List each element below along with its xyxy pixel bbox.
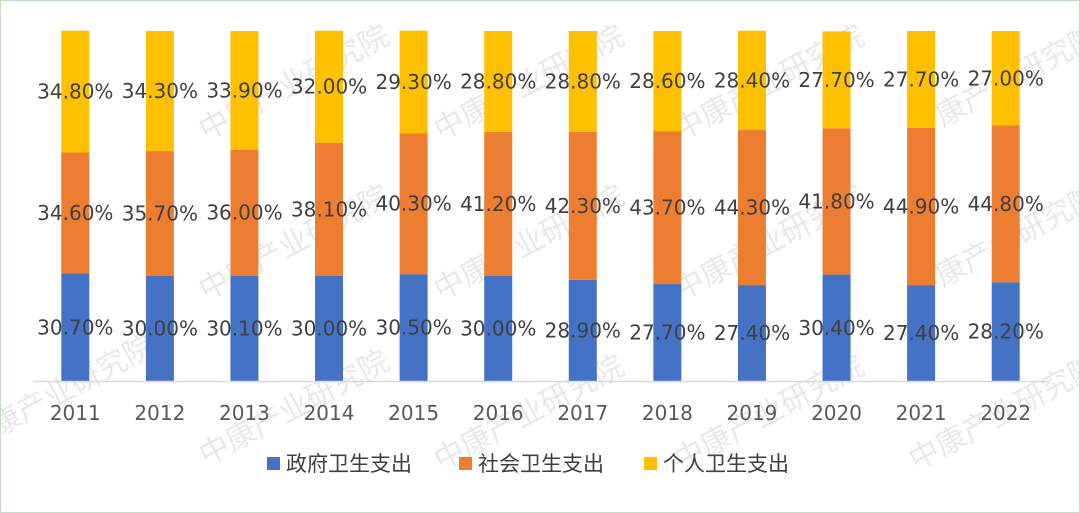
bar-segment bbox=[484, 31, 513, 132]
x-tick-label: 2018 bbox=[642, 401, 693, 425]
x-tick-label: 2013 bbox=[219, 401, 270, 425]
data-label: 41.80% bbox=[798, 189, 874, 213]
bar-segment bbox=[737, 285, 766, 381]
data-label: 30.00% bbox=[291, 317, 367, 341]
x-tick-label: 2022 bbox=[980, 401, 1031, 425]
data-label: 44.90% bbox=[883, 195, 959, 219]
bar-segment bbox=[315, 30, 344, 143]
bar-segment bbox=[145, 151, 174, 276]
x-tick-label: 2021 bbox=[896, 401, 947, 425]
bar-segment bbox=[399, 133, 428, 275]
data-label: 34.30% bbox=[122, 79, 198, 103]
x-tick-label: 2017 bbox=[557, 401, 608, 425]
data-label: 40.30% bbox=[375, 192, 451, 216]
x-tick-label: 2019 bbox=[727, 401, 778, 425]
bar-segment bbox=[991, 31, 1020, 126]
data-label: 34.60% bbox=[37, 201, 113, 225]
bar-segment bbox=[822, 31, 851, 129]
data-label: 28.90% bbox=[545, 318, 621, 342]
bars-layer bbox=[61, 30, 1020, 381]
bar-segment bbox=[653, 131, 682, 285]
bar-segment bbox=[315, 142, 344, 276]
legend-label: 个人卫生支出 bbox=[663, 452, 789, 476]
data-label: 28.60% bbox=[629, 69, 705, 93]
bar-segment bbox=[145, 276, 174, 381]
x-tick-labels: 2011 2012 2013 2014 2015 2016 2017 2018 2019 2020… bbox=[50, 401, 1031, 425]
data-label: 27.70% bbox=[629, 321, 705, 345]
data-label: 38.10% bbox=[291, 197, 367, 221]
legend-item: 社会卫生支出 bbox=[459, 452, 604, 476]
bar-segment bbox=[991, 282, 1020, 381]
legend-item: 个人卫生支出 bbox=[644, 452, 789, 476]
data-label: 30.00% bbox=[460, 317, 536, 341]
data-labels-layer: 30.70% 34.60% 34.80% 30.00% 35.70% 34.30% 30.1… bbox=[37, 66, 1044, 345]
data-label: 34.80% bbox=[37, 80, 113, 104]
bar-segment bbox=[907, 31, 936, 128]
bar-segment bbox=[484, 276, 513, 381]
data-label: 41.20% bbox=[460, 192, 536, 216]
bar-segment bbox=[907, 127, 936, 286]
data-label: 28.20% bbox=[968, 320, 1044, 344]
data-label: 30.70% bbox=[37, 315, 113, 339]
bar-segment bbox=[61, 273, 90, 381]
bar-segment bbox=[568, 31, 597, 132]
legend: 政府卫生支出 社会卫生支出 个人卫生支出 bbox=[267, 452, 789, 476]
legend-label: 社会卫生支出 bbox=[478, 452, 604, 476]
data-label: 27.40% bbox=[883, 321, 959, 345]
data-label: 30.40% bbox=[798, 316, 874, 340]
data-label: 36.00% bbox=[206, 201, 282, 225]
bar-segment bbox=[653, 31, 682, 132]
x-tick-label: 2016 bbox=[473, 401, 524, 425]
bar-segment bbox=[315, 276, 344, 381]
bar-segment bbox=[230, 31, 259, 150]
bar-segment bbox=[484, 131, 513, 276]
data-label: 29.30% bbox=[375, 70, 451, 94]
data-label: 28.80% bbox=[460, 69, 536, 93]
legend-swatch bbox=[644, 457, 657, 470]
data-label: 42.30% bbox=[545, 194, 621, 218]
bar-segment bbox=[907, 285, 936, 381]
data-label: 27.00% bbox=[968, 66, 1044, 90]
legend-item: 政府卫生支出 bbox=[267, 452, 412, 476]
bar-segment bbox=[61, 30, 90, 153]
bar-segment bbox=[653, 284, 682, 381]
bar-segment bbox=[61, 152, 90, 274]
data-label: 32.00% bbox=[291, 75, 367, 99]
bar-segment bbox=[737, 130, 766, 286]
legend-swatch bbox=[267, 457, 280, 470]
data-label: 43.70% bbox=[629, 196, 705, 220]
bar-segment bbox=[822, 128, 851, 275]
data-label: 35.70% bbox=[122, 202, 198, 226]
bar-segment bbox=[399, 30, 428, 134]
data-label: 27.70% bbox=[798, 68, 874, 92]
data-label: 28.40% bbox=[714, 68, 790, 92]
x-tick-label: 2011 bbox=[50, 401, 101, 425]
data-label: 30.50% bbox=[375, 316, 451, 340]
data-label: 33.90% bbox=[206, 78, 282, 102]
x-tick-label: 2012 bbox=[134, 401, 185, 425]
data-label: 30.00% bbox=[122, 317, 198, 341]
data-label: 27.70% bbox=[883, 67, 959, 91]
bar-segment bbox=[230, 149, 259, 276]
bar-segment bbox=[230, 275, 259, 381]
data-label: 44.30% bbox=[714, 196, 790, 220]
bar-segment bbox=[822, 274, 851, 381]
data-label: 30.10% bbox=[206, 316, 282, 340]
x-tick-label: 2020 bbox=[811, 401, 862, 425]
bar-segment bbox=[737, 30, 766, 131]
bar-segment bbox=[145, 31, 174, 152]
bar-segment bbox=[568, 279, 597, 381]
legend-label: 政府卫生支出 bbox=[286, 452, 412, 476]
bar-segment bbox=[991, 125, 1020, 283]
bar-segment bbox=[568, 131, 597, 280]
data-label: 44.80% bbox=[968, 192, 1044, 216]
x-tick-label: 2014 bbox=[304, 401, 355, 425]
legend-swatch bbox=[459, 457, 472, 470]
data-label: 28.80% bbox=[545, 69, 621, 93]
bar-segment bbox=[399, 274, 428, 381]
data-label: 27.40% bbox=[714, 321, 790, 345]
x-tick-label: 2015 bbox=[388, 401, 439, 425]
